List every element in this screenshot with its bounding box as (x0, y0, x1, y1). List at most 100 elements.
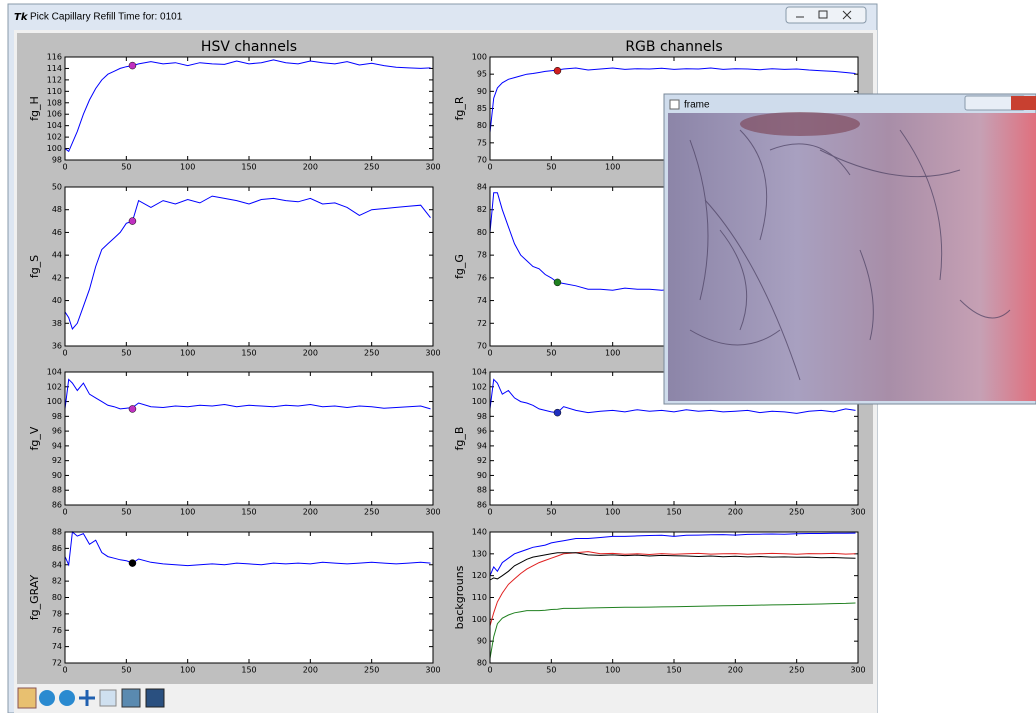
y-tick-label: 50 (52, 183, 62, 192)
x-tick-label: 150 (666, 666, 681, 675)
y-tick-label: 100 (47, 144, 62, 153)
y-tick-label: 106 (47, 110, 62, 119)
x-tick-label: 150 (241, 163, 256, 172)
y-tick-label: 92 (52, 456, 62, 465)
x-tick-label: 250 (364, 508, 379, 517)
y-tick-label: 116 (47, 53, 62, 62)
y-tick-label: 88 (52, 528, 62, 537)
x-tick-label: 50 (546, 508, 556, 517)
y-axis-label: fg_R (453, 96, 466, 120)
x-tick-label: 100 (605, 349, 620, 358)
y-tick-label: 86 (52, 544, 62, 553)
y-axis-label: fg_V (28, 426, 41, 450)
x-tick-label: 200 (303, 163, 318, 172)
axes (490, 532, 858, 663)
tk-icon: Tk (14, 12, 29, 23)
marker-point (554, 67, 561, 74)
marker-point (554, 409, 561, 416)
camera-image (668, 113, 1036, 401)
x-tick-label: 150 (241, 508, 256, 517)
x-tick-label: 0 (487, 163, 492, 172)
zoom-button[interactable] (100, 690, 116, 706)
subplots-button[interactable] (122, 689, 140, 707)
x-tick-label: 200 (728, 508, 743, 517)
y-tick-label: 36 (52, 342, 62, 351)
x-tick-label: 100 (180, 163, 195, 172)
y-tick-label: 96 (52, 427, 62, 436)
y-tick-label: 88 (477, 486, 487, 495)
y-tick-label: 75 (477, 138, 487, 147)
marker-point (129, 405, 136, 412)
y-tick-label: 102 (47, 382, 62, 391)
x-tick-label: 300 (425, 508, 440, 517)
save-button[interactable] (146, 689, 164, 707)
x-tick-label: 300 (850, 666, 865, 675)
axes (65, 57, 433, 160)
y-tick-label: 74 (52, 642, 62, 651)
x-tick-label: 50 (121, 508, 131, 517)
y-tick-label: 112 (47, 75, 62, 84)
y-axis-label: backgrouns (453, 565, 466, 629)
y-tick-label: 84 (477, 183, 487, 192)
marker-point (129, 560, 136, 567)
x-tick-label: 200 (303, 508, 318, 517)
y-tick-label: 110 (47, 87, 62, 96)
y-tick-label: 130 (472, 549, 487, 558)
y-tick-label: 82 (52, 577, 62, 586)
y-tick-label: 44 (52, 251, 62, 260)
y-tick-label: 74 (477, 296, 487, 305)
axes (65, 187, 433, 346)
x-tick-label: 0 (62, 163, 67, 172)
y-tick-label: 110 (472, 593, 487, 602)
x-tick-label: 200 (728, 666, 743, 675)
axes (65, 532, 433, 663)
y-tick-label: 108 (47, 98, 62, 107)
y-tick-label: 88 (52, 486, 62, 495)
x-tick-label: 200 (303, 349, 318, 358)
x-tick-label: 150 (241, 349, 256, 358)
x-tick-label: 50 (546, 666, 556, 675)
y-tick-label: 114 (47, 64, 62, 73)
x-tick-label: 50 (121, 163, 131, 172)
x-tick-label: 50 (546, 163, 556, 172)
x-tick-label: 250 (789, 508, 804, 517)
y-tick-label: 76 (477, 273, 487, 282)
y-tick-label: 90 (477, 87, 487, 96)
home-button[interactable] (18, 688, 36, 708)
y-tick-label: 86 (52, 501, 62, 510)
y-tick-label: 70 (477, 342, 487, 351)
y-tick-label: 100 (472, 53, 487, 62)
y-tick-label: 80 (477, 659, 487, 668)
y-tick-label: 98 (52, 412, 62, 421)
x-tick-label: 100 (605, 508, 620, 517)
subplot-title: HSV channels (201, 39, 297, 55)
x-tick-label: 100 (180, 349, 195, 358)
y-tick-label: 102 (47, 133, 62, 142)
forward-button[interactable] (59, 690, 75, 706)
y-tick-label: 72 (477, 319, 487, 328)
y-axis-label: fg_GRAY (28, 574, 41, 620)
frame-title: frame (684, 100, 710, 111)
x-tick-label: 250 (364, 163, 379, 172)
y-tick-label: 80 (477, 121, 487, 130)
x-tick-label: 250 (364, 666, 379, 675)
x-tick-label: 0 (62, 508, 67, 517)
y-tick-label: 120 (472, 571, 487, 580)
x-tick-label: 50 (121, 349, 131, 358)
x-tick-label: 300 (425, 349, 440, 358)
y-tick-label: 76 (52, 626, 62, 635)
x-tick-label: 50 (121, 666, 131, 675)
y-tick-label: 90 (477, 637, 487, 646)
subplot-title: RGB channels (625, 39, 722, 55)
y-tick-label: 70 (477, 156, 487, 165)
y-tick-label: 46 (52, 228, 62, 237)
y-tick-label: 90 (52, 471, 62, 480)
y-tick-label: 40 (52, 296, 62, 305)
y-tick-label: 90 (477, 471, 487, 480)
y-tick-label: 38 (52, 319, 62, 328)
y-tick-label: 98 (477, 412, 487, 421)
x-tick-label: 0 (62, 349, 67, 358)
back-button[interactable] (39, 690, 55, 706)
y-tick-label: 84 (52, 560, 62, 569)
y-tick-label: 78 (52, 609, 62, 618)
